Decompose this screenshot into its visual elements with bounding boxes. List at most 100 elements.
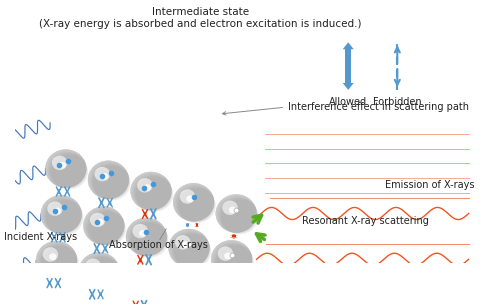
Text: Intermediate state
(X-ray energy is absorbed and electron excitation is induced.: Intermediate state (X-ray energy is abso… [39, 7, 362, 29]
Circle shape [216, 245, 254, 280]
Circle shape [170, 230, 209, 268]
Circle shape [221, 199, 258, 234]
Circle shape [135, 176, 173, 212]
Circle shape [208, 287, 248, 304]
Circle shape [80, 253, 120, 291]
Polygon shape [186, 223, 190, 224]
Circle shape [54, 208, 61, 214]
Polygon shape [230, 234, 237, 235]
Bar [346, 49, 351, 83]
Circle shape [176, 186, 215, 223]
Circle shape [92, 264, 99, 271]
Circle shape [174, 184, 214, 222]
Circle shape [86, 209, 125, 245]
Circle shape [80, 303, 117, 304]
Circle shape [44, 198, 83, 234]
Circle shape [36, 241, 77, 279]
Circle shape [186, 195, 194, 202]
Circle shape [212, 241, 252, 279]
Circle shape [130, 172, 172, 210]
Circle shape [48, 151, 87, 188]
Circle shape [208, 288, 248, 304]
Circle shape [168, 229, 209, 267]
Circle shape [42, 246, 79, 281]
Circle shape [37, 292, 74, 304]
Circle shape [126, 268, 164, 303]
Circle shape [216, 195, 256, 233]
Circle shape [182, 241, 189, 248]
Circle shape [74, 298, 115, 304]
Circle shape [177, 287, 184, 294]
Text: Emission of X-rays: Emission of X-rays [386, 180, 475, 190]
Circle shape [48, 153, 88, 189]
Circle shape [45, 199, 83, 235]
Circle shape [206, 286, 248, 304]
Text: Absorption of X-rays: Absorption of X-rays [109, 240, 208, 250]
Text: Forbidden: Forbidden [373, 97, 422, 107]
Circle shape [176, 185, 215, 222]
Circle shape [137, 178, 152, 192]
Bar [182, 270, 184, 272]
Circle shape [132, 173, 172, 210]
Circle shape [211, 290, 249, 304]
Circle shape [128, 270, 144, 284]
Circle shape [218, 196, 258, 233]
Circle shape [173, 183, 214, 221]
Circle shape [86, 209, 126, 246]
Circle shape [96, 219, 104, 226]
Circle shape [90, 213, 106, 227]
Bar [228, 281, 231, 283]
Circle shape [46, 150, 86, 188]
Circle shape [210, 289, 248, 304]
Circle shape [83, 256, 121, 292]
Circle shape [218, 246, 233, 261]
Circle shape [94, 166, 131, 201]
Polygon shape [226, 283, 233, 284]
Text: Interference effect in scattering path: Interference effect in scattering path [288, 102, 469, 112]
Polygon shape [342, 42, 354, 49]
Circle shape [34, 289, 73, 304]
Circle shape [84, 207, 124, 245]
Circle shape [81, 254, 120, 291]
Circle shape [122, 264, 162, 302]
Circle shape [134, 276, 141, 283]
Circle shape [219, 197, 258, 234]
Circle shape [124, 267, 164, 303]
Circle shape [220, 298, 227, 304]
Circle shape [76, 300, 116, 304]
Circle shape [126, 218, 166, 256]
Circle shape [129, 221, 168, 257]
Circle shape [175, 235, 190, 250]
Circle shape [91, 164, 130, 200]
Circle shape [46, 150, 86, 188]
Circle shape [126, 268, 164, 304]
Circle shape [173, 233, 211, 269]
Circle shape [136, 177, 173, 212]
Circle shape [48, 202, 63, 216]
Circle shape [214, 242, 252, 279]
Circle shape [169, 280, 206, 304]
Circle shape [170, 231, 210, 268]
Polygon shape [180, 272, 186, 273]
Circle shape [213, 292, 228, 304]
Circle shape [166, 277, 205, 304]
Circle shape [38, 243, 78, 280]
Circle shape [50, 154, 88, 189]
Circle shape [211, 240, 252, 278]
Circle shape [88, 211, 126, 246]
Circle shape [38, 293, 54, 304]
Circle shape [164, 275, 204, 304]
Polygon shape [230, 237, 237, 239]
Bar [186, 224, 188, 226]
Circle shape [139, 230, 146, 237]
Circle shape [41, 195, 82, 233]
Text: Incident X-rays: Incident X-rays [4, 232, 78, 242]
Circle shape [84, 208, 124, 245]
Circle shape [78, 302, 116, 304]
Text: Allowed: Allowed [329, 97, 368, 107]
Text: Resonant X-ray scattering: Resonant X-ray scattering [302, 216, 429, 226]
Circle shape [168, 279, 206, 304]
Circle shape [132, 224, 148, 238]
Polygon shape [186, 226, 190, 227]
Circle shape [40, 244, 78, 280]
